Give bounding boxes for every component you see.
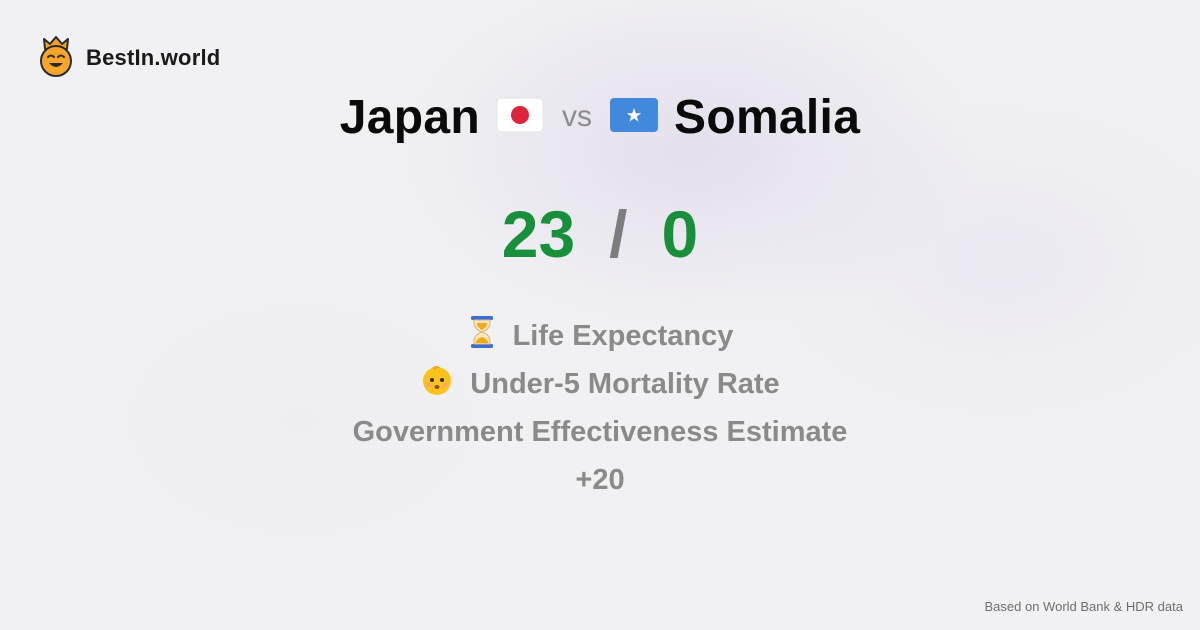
metric-label: Life Expectancy	[512, 319, 734, 352]
metric-item-government-effectiveness: Government Effectiveness Estimate	[353, 408, 848, 456]
right-country-name: Somalia	[674, 90, 861, 144]
somalia-flag-icon	[610, 97, 659, 138]
metric-label: Under-5 Mortality Rate	[470, 367, 780, 400]
data-source-note: Based on World Bank & HDR data	[984, 599, 1183, 614]
left-score: 23	[501, 197, 576, 271]
metric-label: +20	[575, 463, 625, 496]
metric-item-under5-mortality: Under-5 Mortality Rate	[420, 360, 780, 408]
metric-label: Government Effectiveness Estimate	[352, 415, 848, 448]
brand-logo[interactable]: BestIn.world	[38, 35, 221, 82]
brand-name: BestIn.world	[86, 45, 221, 70]
score-separator: /	[609, 197, 628, 271]
left-country-name: Japan	[339, 90, 481, 144]
vs-label: vs	[562, 100, 593, 133]
metric-item-life-expectancy: Life Expectancy	[467, 312, 734, 360]
crown-smiley-icon	[38, 35, 74, 82]
metric-list: Life Expectancy Under-5 Mortality Rate G…	[0, 312, 1200, 504]
metric-item-more-count: +20	[575, 456, 624, 504]
baby-face-icon	[420, 363, 454, 405]
score-display: 23 / 0	[0, 196, 1200, 272]
comparison-title: Japan vs Somalia	[0, 84, 1200, 150]
hourglass-icon	[467, 315, 497, 357]
right-score: 0	[661, 197, 699, 271]
japan-flag-icon	[496, 97, 544, 138]
